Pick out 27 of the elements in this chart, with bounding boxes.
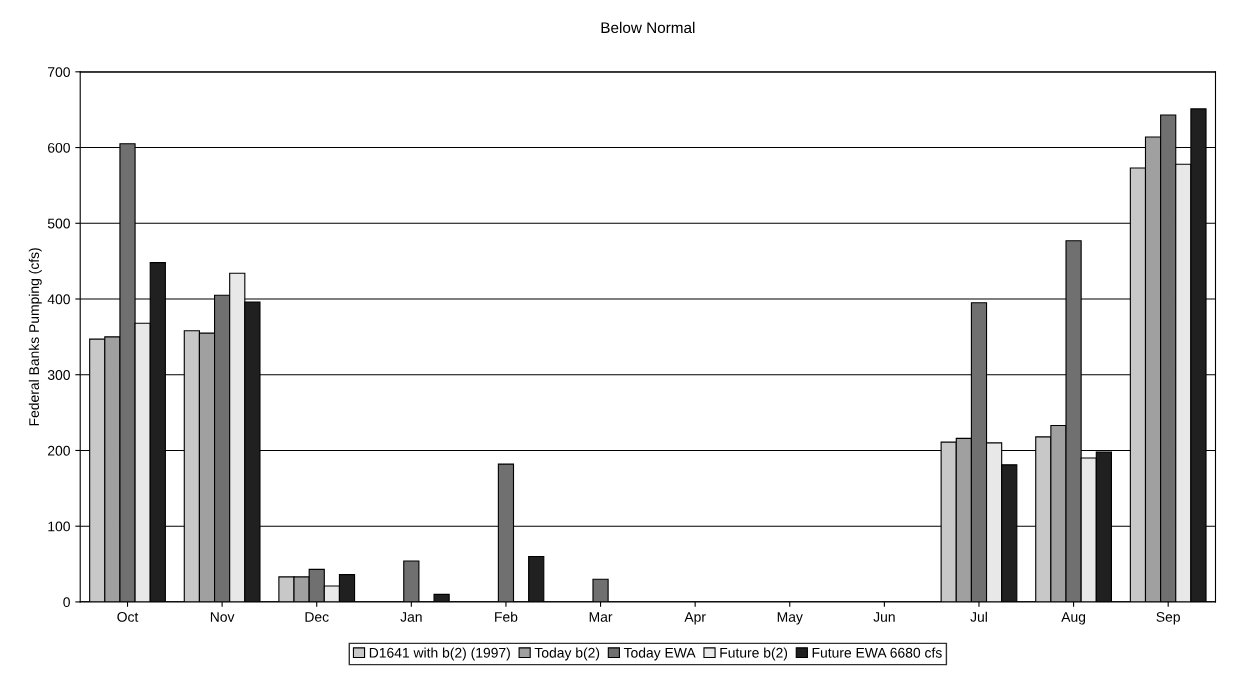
x-tick-label: Dec xyxy=(305,612,329,622)
legend-label: D1641 with b(2) (1997) xyxy=(369,647,510,661)
legend-label: Today b(2) xyxy=(534,647,600,661)
x-tick-label: Feb xyxy=(495,611,518,622)
y-tick-label: 600 xyxy=(48,142,70,153)
y-tick-label: 500 xyxy=(47,218,70,229)
y-tick-label: 300 xyxy=(47,370,70,380)
x-tick-label: Nov xyxy=(210,612,235,622)
x-tick-label: May xyxy=(777,612,803,625)
y-tick-label: 400 xyxy=(47,294,70,305)
x-tick-label: Oct xyxy=(117,612,139,622)
y-tick-label: 200 xyxy=(48,445,70,456)
y-tick-label: 700 xyxy=(48,67,70,77)
x-tick-label: Mar xyxy=(589,612,613,622)
legend-label: Future EWA 6680 cfs xyxy=(812,647,942,658)
chart-title: Below Normal xyxy=(601,21,695,34)
x-tick-label: Sep xyxy=(1156,612,1180,625)
x-tick-label: Apr xyxy=(684,612,706,625)
x-tick-label: Jul xyxy=(970,611,987,622)
y-tick-label: 0 xyxy=(63,597,70,608)
y-axis-title: Federal Banks Pumping (cfs) xyxy=(28,248,42,426)
legend-label: Future b(2) xyxy=(720,647,788,661)
x-tick-label: Jan xyxy=(400,612,422,622)
legend-label: Today EWA xyxy=(623,647,696,661)
x-tick-label: Aug xyxy=(1061,612,1086,625)
x-tick-label: Jun xyxy=(873,612,895,622)
y-tick-label: 100 xyxy=(48,521,70,532)
